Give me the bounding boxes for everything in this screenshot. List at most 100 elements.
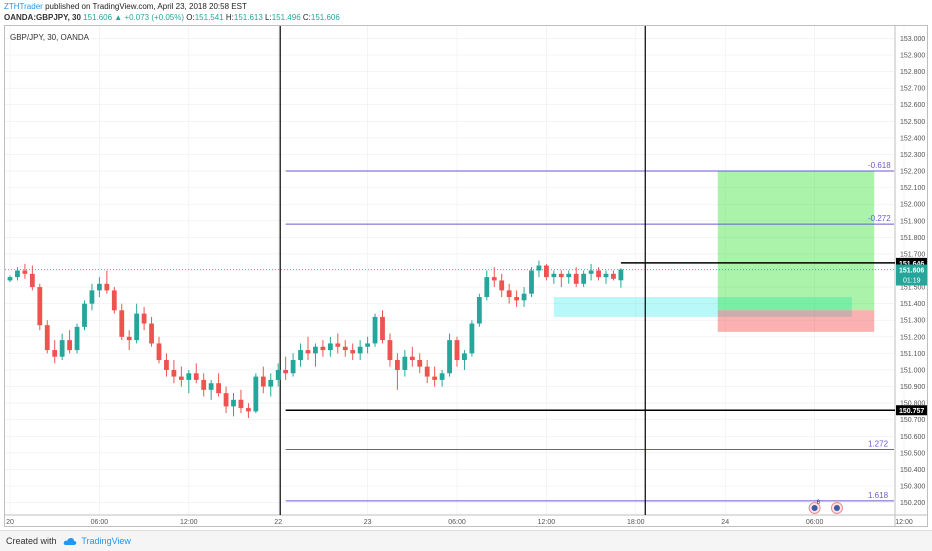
level-tag — [896, 405, 927, 416]
candle-body — [171, 369, 177, 377]
candle-body — [283, 369, 289, 374]
candle-body — [275, 369, 281, 380]
candle-body — [186, 373, 192, 380]
candle-body — [365, 343, 370, 347]
price-axis-label: 152.300 — [900, 152, 925, 159]
candle-body — [536, 265, 542, 271]
publish-text: published on TradingView.com, April 23, … — [45, 2, 247, 11]
current-price-tag — [896, 264, 927, 286]
candle-body — [260, 376, 266, 387]
position-box — [717, 310, 875, 332]
candle-body — [432, 376, 438, 380]
candle-body — [484, 277, 490, 298]
candle-body — [439, 373, 445, 380]
candle-body — [521, 293, 527, 301]
level-tag-text: 151.646 — [899, 261, 924, 268]
price-axis-label: 152.500 — [900, 119, 925, 126]
time-axis-label: 22 — [274, 519, 282, 526]
position-box — [553, 297, 852, 317]
candle-body — [141, 313, 147, 324]
candle-body — [178, 376, 184, 380]
candle-body — [424, 366, 430, 377]
open-label: O: — [186, 13, 195, 22]
candle-body — [67, 340, 72, 351]
time-axis-label: 12:00 — [180, 519, 198, 526]
candle-body — [402, 356, 408, 370]
candle-body — [417, 360, 423, 367]
candle-body — [469, 323, 475, 354]
candle-body — [462, 353, 467, 361]
candle-body — [603, 273, 609, 278]
candle-body — [573, 273, 579, 284]
time-axis-label: 06:00 — [806, 519, 824, 526]
candle-body — [290, 360, 296, 374]
candle-body — [97, 283, 102, 291]
high-value: 151.613 — [233, 13, 263, 22]
tradingview-brand-link[interactable]: TradingView — [81, 536, 131, 546]
time-axis-label: 18:00 — [627, 519, 645, 526]
price-axis-label: 152.700 — [900, 86, 925, 93]
event-flag-icon — [833, 505, 840, 511]
candle-body — [491, 277, 497, 281]
series-legend: GBP/JPY, 30, OANDA — [10, 33, 90, 42]
candle-body — [22, 270, 28, 274]
candle-body — [89, 290, 95, 304]
candle-body — [409, 356, 415, 361]
close-label: C: — [302, 13, 311, 22]
price-axis-label: 152.600 — [900, 102, 925, 109]
candle-body — [327, 343, 333, 351]
fib-level-label: 1.618 — [868, 491, 889, 500]
price-axis-label: 152.900 — [900, 53, 925, 60]
time-axis-label: 06:00 — [448, 519, 466, 526]
price-axis-label: 150.300 — [900, 483, 925, 490]
candle-body — [156, 343, 162, 361]
candle-body — [529, 270, 534, 294]
candle-body — [216, 383, 221, 394]
time-axis-label: 24 — [721, 519, 729, 526]
footer: Created with TradingView — [0, 530, 932, 551]
candle-body — [335, 343, 341, 347]
candle-body — [223, 393, 229, 407]
price-axis-label: 151.400 — [900, 301, 925, 308]
candle-body — [44, 325, 50, 351]
candle-body — [514, 297, 519, 301]
candle-body — [499, 280, 505, 291]
fib-level-label: 1.272 — [868, 440, 889, 449]
price-axis-label: 151.900 — [900, 218, 925, 225]
candle-body — [372, 316, 378, 344]
created-with: Created with TradingView — [6, 536, 131, 546]
candle-body — [208, 383, 214, 390]
candle-body — [387, 340, 393, 361]
price-axis-label: 151.500 — [900, 285, 925, 292]
candle-body — [193, 373, 199, 380]
low-label: L: — [265, 13, 272, 22]
candle-body — [134, 313, 140, 341]
price-axis-label: 151.200 — [900, 334, 925, 341]
candle-body — [618, 269, 624, 281]
candle-body — [350, 350, 356, 354]
created-text: Created with — [6, 536, 57, 546]
time-axis-label: 23 — [364, 519, 372, 526]
author-link[interactable]: ZTHTrader — [4, 2, 43, 11]
candle-body — [395, 360, 400, 370]
time-axis-label: 12:00 — [538, 519, 556, 526]
candle-body — [111, 290, 117, 311]
ohlc-line: OANDA:GBPJPY, 30 151.606 ▲ +0.073 (+0.05… — [4, 13, 340, 23]
price-axis-label: 150.400 — [900, 467, 925, 474]
candle-body — [246, 408, 251, 412]
candle-body — [201, 379, 207, 390]
candle-body — [82, 303, 87, 327]
price-axis-label: 150.800 — [900, 401, 925, 408]
event-flag-icon — [811, 505, 818, 511]
chart-frame[interactable] — [4, 25, 928, 527]
candle-body — [454, 340, 460, 361]
candle-body — [74, 326, 80, 351]
close-value: 151.606 — [310, 13, 340, 22]
current-price-text: 151.606 — [899, 268, 924, 275]
candle-body — [15, 270, 20, 278]
price-axis-label: 151.700 — [900, 251, 925, 258]
high-label: H: — [225, 13, 234, 22]
fib-level-label: -0.272 — [868, 214, 891, 223]
price-axis-label: 150.700 — [900, 417, 925, 424]
